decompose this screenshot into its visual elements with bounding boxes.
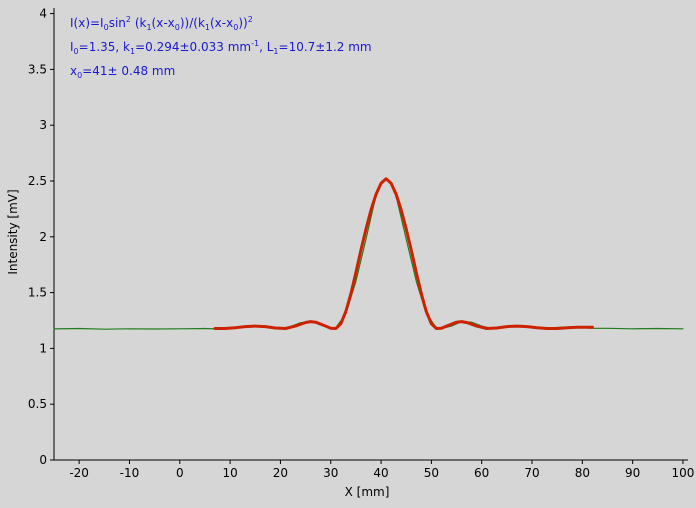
x-tick-label: 60	[474, 466, 489, 480]
y-tick-label: 1	[39, 341, 47, 355]
x-tick-label: 90	[625, 466, 640, 480]
x-axis-ticks: -20 -10 0 10 20 30 40 50 60 70 80 90 100	[69, 460, 694, 480]
annotation-params: I0=1.35, k1=0.294±0.033 mm-1, L1=10.7±1.…	[70, 39, 372, 56]
x-tick-label: 100	[672, 466, 695, 480]
x-axis-label: X [mm]	[345, 485, 390, 499]
fit-curve-line	[213, 177, 594, 330]
y-tick-label: 3.5	[28, 62, 47, 76]
y-tick-label: 2.5	[28, 174, 47, 188]
y-axis-ticks: 0 0.5 1 1.5 2 2.5 3 3.5 4	[28, 7, 54, 467]
y-tick-label: 1.5	[28, 286, 47, 300]
x-tick-label: 40	[373, 466, 388, 480]
fit-annotation: I(x)=I0sin2 (k1(x-x0))/(k1(x-x0))2 I0=1.…	[70, 15, 372, 80]
x-tick-label: 80	[575, 466, 590, 480]
y-tick-label: 3	[39, 118, 47, 132]
x-tick-label: 50	[424, 466, 439, 480]
y-tick-label: 0.5	[28, 397, 47, 411]
y-tick-label: 2	[39, 230, 47, 244]
annotation-formula: I(x)=I0sin2 (k1(x-x0))/(k1(x-x0))2	[70, 15, 253, 32]
series-layer	[53, 177, 684, 330]
x-tick-label: 20	[273, 466, 288, 480]
x-tick-label: 30	[323, 466, 338, 480]
x-tick-label: -20	[69, 466, 89, 480]
y-tick-label: 4	[39, 7, 47, 21]
x-tick-label: 70	[524, 466, 539, 480]
annotation-x0: x0=41± 0.48 mm	[70, 64, 175, 80]
y-tick-label: 0	[39, 453, 47, 467]
y-axis-label: Intensity [mV]	[6, 189, 20, 274]
x-tick-label: 0	[176, 466, 184, 480]
x-tick-label: 10	[222, 466, 237, 480]
x-tick-label: -10	[120, 466, 140, 480]
